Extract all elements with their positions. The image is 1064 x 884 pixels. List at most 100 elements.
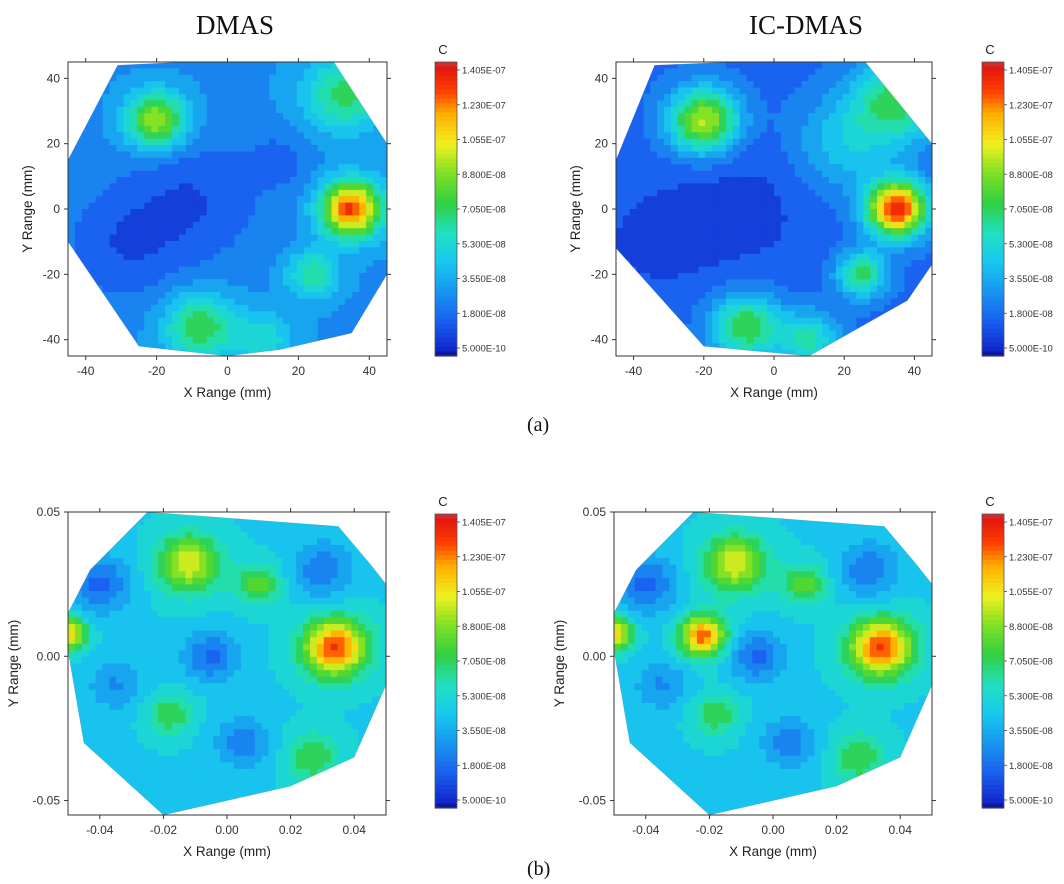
x-tick-label: 20	[292, 364, 306, 378]
y-tick-label: -40	[591, 333, 609, 347]
colorbar-tick-label: 1.055E-07	[462, 587, 506, 598]
x-axis-label: X Range (mm)	[183, 844, 271, 859]
x-tick-label: 0.04	[343, 823, 367, 837]
y-tick-label: 0.00	[583, 649, 607, 663]
x-tick-label: -0.04	[86, 823, 114, 837]
heatmap-panel-2: -40 -20 0 20 40 40 20 0 -20 -40 X Range (mm) Y Rang…	[568, 42, 1053, 400]
y-axis-label: Y Range (mm)	[6, 620, 21, 708]
colorbar-tick-label: 7.050E-08	[462, 657, 506, 668]
colorbar-tick-label: 1.405E-07	[1009, 518, 1053, 529]
y-tick-label: -20	[591, 267, 609, 281]
x-tick-label: -0.02	[150, 823, 178, 837]
y-tick-label: 0.05	[37, 505, 61, 519]
x-tick-label: 0	[771, 364, 778, 378]
x-tick-label: -40	[77, 364, 95, 378]
panel-label-a: (a)	[527, 414, 550, 436]
colorbar: C 1.405E-07 1.230E-07 1.055E-07 8.800E-08 7.0…	[434, 494, 506, 809]
x-tick-label: 0.02	[279, 823, 303, 837]
colorbar-title: C	[985, 42, 994, 57]
colorbar-tick-label: 5.000E-10	[462, 796, 506, 807]
panel-label-b: (b)	[527, 858, 551, 880]
title-dmas: DMAS	[196, 10, 275, 40]
title-ic-dmas: IC-DMAS	[749, 10, 864, 40]
colorbar-title: C	[438, 42, 447, 57]
colorbar-tick-label: 1.055E-07	[1009, 587, 1053, 598]
x-tick-label: 0	[224, 364, 231, 378]
y-tick-label: -20	[43, 267, 61, 281]
colorbar-tick-label: 5.300E-08	[1009, 691, 1053, 702]
colorbar-tick-label: 8.800E-08	[1009, 622, 1053, 633]
y-tick-label: 0.00	[37, 649, 61, 663]
x-tick-label: -20	[695, 364, 713, 378]
colorbar-tick-label: 1.800E-08	[1009, 309, 1053, 320]
x-axis-label: X Range (mm)	[730, 385, 818, 400]
y-tick-label: -0.05	[33, 794, 61, 808]
colorbar-tick-label: 5.000E-10	[1009, 344, 1053, 355]
x-axis-label: X Range (mm)	[729, 844, 817, 859]
x-tick-label: -0.02	[696, 823, 724, 837]
colorbar-tick-label: 5.300E-08	[462, 691, 506, 702]
colorbar: C 1.405E-07 1.230E-07 1.055E-07 8.800E-08 7.0…	[434, 42, 506, 357]
colorbar-tick-label: 3.550E-08	[462, 274, 506, 285]
y-tick-label: 40	[595, 71, 609, 85]
colorbar-tick-label: 1.405E-07	[462, 518, 506, 529]
y-tick-label: -40	[43, 333, 61, 347]
colorbar-tick-label: 1.230E-07	[1009, 100, 1053, 111]
colorbar: C 1.405E-07 1.230E-07 1.055E-07 8.800E-08 7.0…	[981, 494, 1053, 809]
y-tick-label: 0	[53, 202, 60, 216]
heatmap-field	[616, 62, 932, 356]
colorbar-tick-label: 8.800E-08	[462, 170, 506, 181]
colorbar-tick-label: 3.550E-08	[1009, 274, 1053, 285]
heatmap-field	[68, 512, 386, 815]
y-tick-label: -0.05	[579, 794, 607, 808]
y-tick-label: 40	[47, 71, 61, 85]
colorbar-tick-label: 1.230E-07	[462, 552, 506, 563]
colorbar-tick-label: 1.230E-07	[1009, 552, 1053, 563]
x-tick-label: 0.02	[825, 823, 849, 837]
colorbar-tick-label: 7.050E-08	[1009, 657, 1053, 668]
x-tick-label: 0.00	[761, 823, 785, 837]
y-tick-label: 20	[47, 137, 61, 151]
heatmap-panel-1: -40 -20 0 20 40 40 20 0 -20 -40 X Range (mm) Y Rang…	[20, 42, 506, 400]
colorbar-tick-label: 3.550E-08	[462, 726, 506, 737]
y-axis-label: Y Range (mm)	[552, 620, 567, 708]
y-tick-label: 20	[595, 137, 609, 151]
x-tick-label: 0.00	[215, 823, 239, 837]
colorbar-tick-label: 8.800E-08	[462, 622, 506, 633]
colorbar-tick-label: 5.000E-10	[462, 344, 506, 355]
colorbar-tick-label: 1.230E-07	[462, 100, 506, 111]
heatmap-panel-4: -0.04 -0.02 0.00 0.02 0.04 0.05 0.00 -0.05 X Ran…	[552, 494, 1053, 859]
y-axis-label: Y Range (mm)	[568, 165, 583, 253]
y-axis-label: Y Range (mm)	[20, 165, 35, 253]
colorbar-tick-label: 1.055E-07	[462, 135, 506, 146]
colorbar-tick-label: 1.405E-07	[462, 66, 506, 77]
x-tick-label: 0.04	[889, 823, 913, 837]
x-tick-label: -40	[625, 364, 643, 378]
colorbar-tick-label: 8.800E-08	[1009, 170, 1053, 181]
colorbar: C 1.405E-07 1.230E-07 1.055E-07 8.800E-08 7.0…	[981, 42, 1053, 357]
x-tick-label: -0.04	[632, 823, 660, 837]
heatmap-field	[614, 512, 932, 815]
colorbar-tick-label: 5.000E-10	[1009, 796, 1053, 807]
x-tick-label: 20	[838, 364, 852, 378]
colorbar-title: C	[985, 494, 994, 509]
y-tick-label: 0.05	[583, 505, 607, 519]
heatmap-panel-3: -0.04 -0.02 0.00 0.02 0.04 0.05 0.00 -0.05 X Ran…	[6, 494, 506, 859]
colorbar-tick-label: 1.800E-08	[462, 309, 506, 320]
x-tick-label: 40	[908, 364, 922, 378]
colorbar-tick-label: 1.055E-07	[1009, 135, 1053, 146]
colorbar-tick-label: 7.050E-08	[462, 205, 506, 216]
colorbar-title: C	[438, 494, 447, 509]
colorbar-tick-label: 1.405E-07	[1009, 66, 1053, 77]
x-tick-label: -20	[148, 364, 166, 378]
y-tick-label: 0	[601, 202, 608, 216]
colorbar-tick-label: 5.300E-08	[462, 239, 506, 250]
colorbar-tick-label: 1.800E-08	[1009, 761, 1053, 772]
colorbar-tick-label: 7.050E-08	[1009, 205, 1053, 216]
colorbar-tick-label: 3.550E-08	[1009, 726, 1053, 737]
x-tick-label: 40	[363, 364, 377, 378]
colorbar-tick-label: 5.300E-08	[1009, 239, 1053, 250]
colorbar-tick-label: 1.800E-08	[462, 761, 506, 772]
x-axis-label: X Range (mm)	[184, 385, 272, 400]
